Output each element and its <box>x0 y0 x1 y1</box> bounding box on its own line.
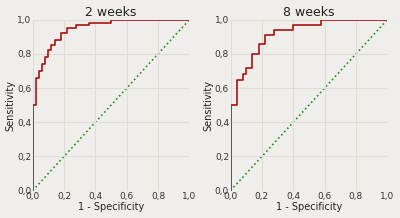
Title: 8 weeks: 8 weeks <box>283 5 335 19</box>
Y-axis label: Sensitivity: Sensitivity <box>6 80 16 131</box>
X-axis label: 1 - Specificity: 1 - Specificity <box>78 203 144 213</box>
Y-axis label: Sensitivity: Sensitivity <box>204 80 214 131</box>
Title: 2 weeks: 2 weeks <box>85 5 137 19</box>
X-axis label: 1 - Specificity: 1 - Specificity <box>276 203 342 213</box>
